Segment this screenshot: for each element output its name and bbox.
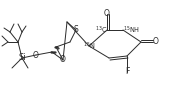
Text: O: O	[104, 10, 110, 19]
Text: $^{13}$C: $^{13}$C	[95, 24, 107, 36]
Text: S: S	[74, 26, 78, 35]
Text: Si: Si	[18, 53, 26, 62]
Text: O: O	[153, 37, 159, 46]
Text: $^{15}$NH: $^{15}$NH	[123, 24, 140, 36]
Text: O: O	[60, 56, 66, 65]
Text: $^{15}$N: $^{15}$N	[83, 40, 95, 52]
Text: F: F	[125, 67, 129, 76]
Text: O: O	[33, 50, 39, 59]
